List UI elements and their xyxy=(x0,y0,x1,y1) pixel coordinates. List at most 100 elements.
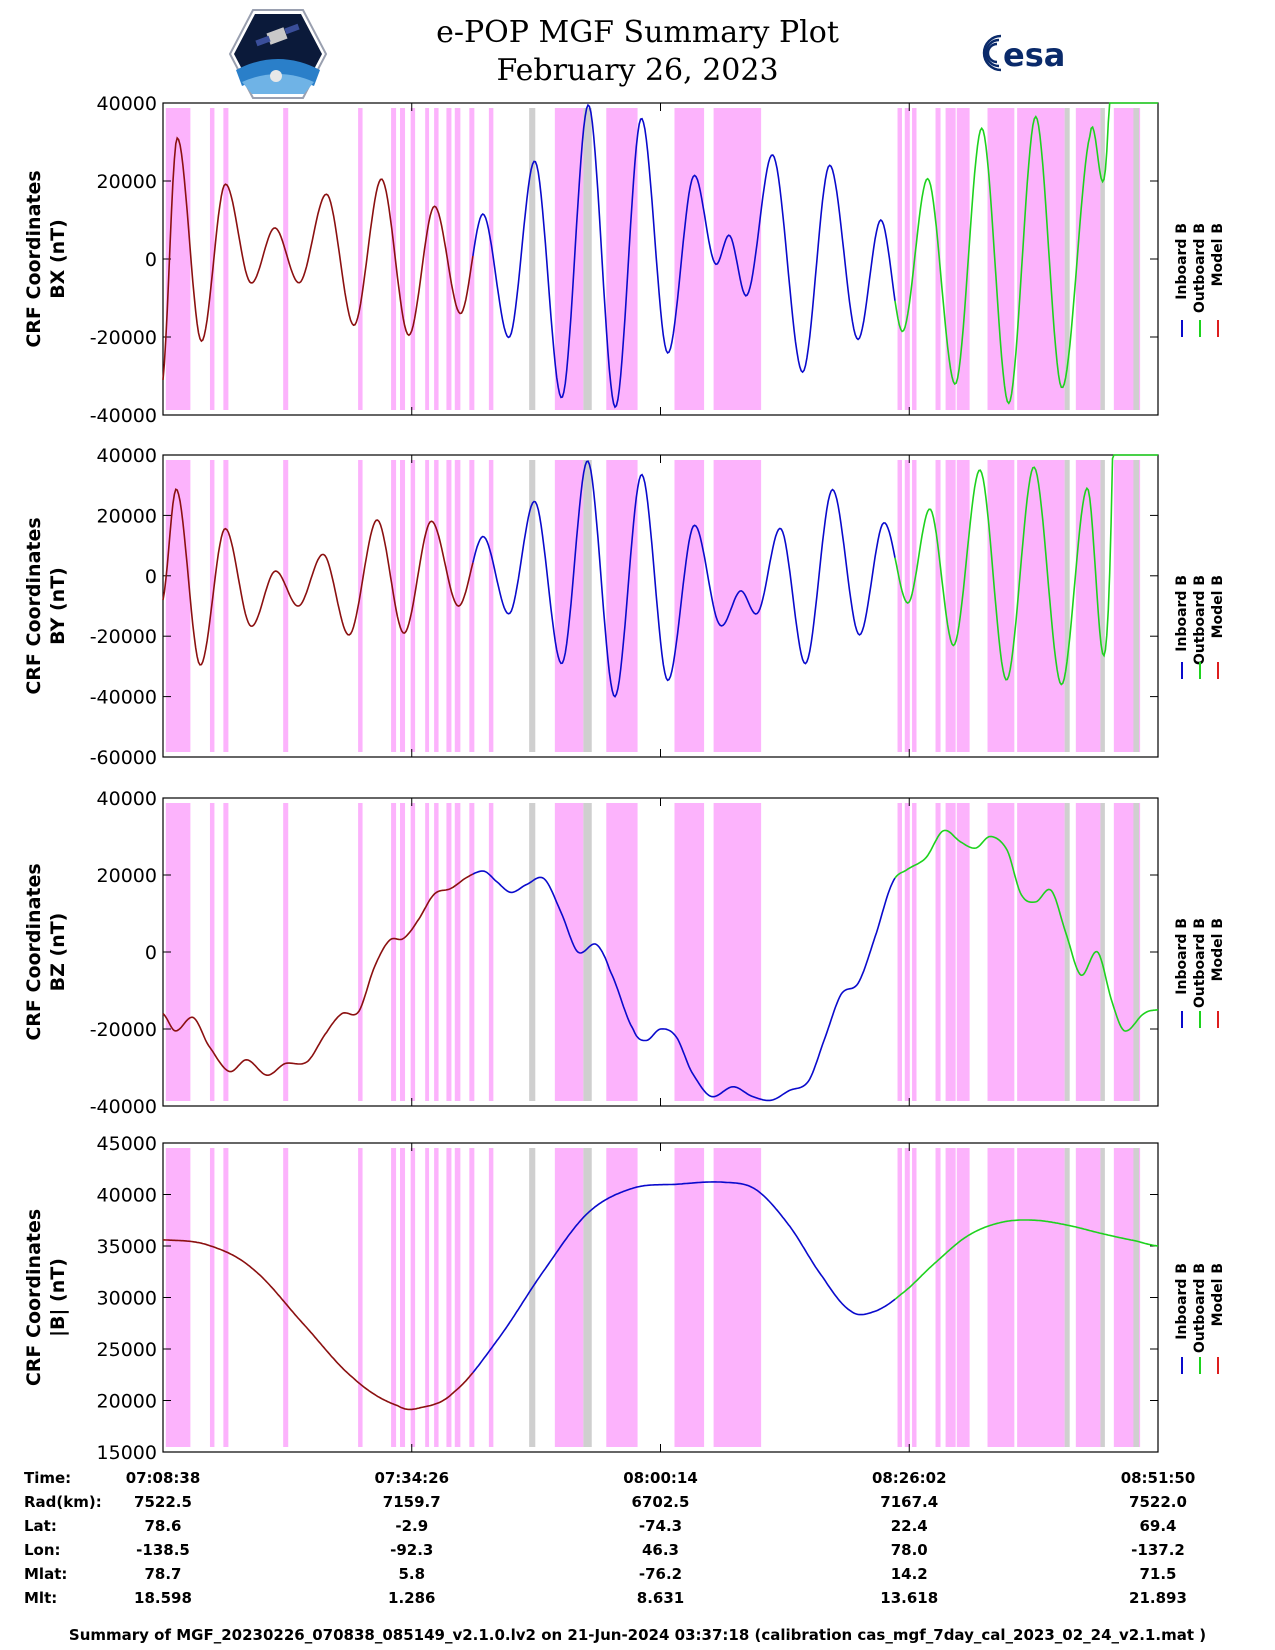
orbit-band-pink xyxy=(945,460,956,752)
series-outboard-b xyxy=(894,829,1159,1032)
series-outboard-b xyxy=(894,102,1158,405)
legend-label: Inboard B xyxy=(1174,575,1190,652)
y-tick-label: 40000 xyxy=(97,788,157,810)
orbit-band-gray xyxy=(1133,460,1139,752)
orbit-band-pink xyxy=(912,803,917,1101)
series-model-b xyxy=(162,873,474,1076)
footer-summary: Summary of MGF_20230226_070838_085149_v2… xyxy=(68,1626,1207,1644)
orbit-band-pink xyxy=(488,108,494,410)
info-row-label: Mlt: xyxy=(24,1589,57,1607)
legend-label: Model B xyxy=(1210,1263,1226,1326)
info-cell: 5.8 xyxy=(398,1565,425,1583)
orbit-band-pink xyxy=(454,108,461,410)
orbit-band-pink xyxy=(674,1148,705,1447)
orbit-band-pink xyxy=(283,1148,289,1447)
orbit-band-pink xyxy=(434,108,439,410)
orbit-band-pink xyxy=(469,460,475,752)
orbit-band-pink xyxy=(956,460,970,752)
y-tick-label: -40000 xyxy=(90,405,157,427)
info-cell: -76.2 xyxy=(639,1565,682,1583)
orbit-band-pink xyxy=(358,108,363,410)
info-cell: 71.5 xyxy=(1139,1565,1176,1583)
orbit-band-pink xyxy=(391,803,397,1101)
orbit-band-pink xyxy=(454,803,461,1101)
info-cell: -74.3 xyxy=(639,1517,682,1535)
orbit-band-gray xyxy=(529,803,536,1101)
legend-label: Outboard B xyxy=(1192,223,1208,313)
orbit-band-pink xyxy=(209,1148,215,1447)
info-cell: -92.3 xyxy=(390,1541,433,1559)
orbit-band-pink xyxy=(391,1148,397,1447)
panel-b: 45000 40000 35000 30000 25000 20000 15000 CRF C… xyxy=(23,1133,1226,1464)
series-outboard-b xyxy=(894,454,1158,686)
info-cell: 07:08:38 xyxy=(126,1469,201,1487)
orbit-band-pink xyxy=(410,803,416,1101)
orbit-band-pink xyxy=(488,460,494,752)
y-tick-label: 40000 xyxy=(97,445,157,467)
orbit-band-pink xyxy=(446,460,452,752)
plot-title: e-POP MGF Summary Plot xyxy=(436,15,839,50)
info-cell: 22.4 xyxy=(891,1517,928,1535)
orbit-band-pink xyxy=(713,460,762,752)
orbit-band-pink xyxy=(209,108,215,410)
orbit-band-pink xyxy=(904,460,910,752)
orbit-band-pink xyxy=(425,803,430,1101)
orbit-band-pink xyxy=(223,1148,229,1447)
panel-by: 40000 20000 0 -20000 -40000 -60000 CRF Coordin… xyxy=(23,445,1226,769)
y-tick-label: -40000 xyxy=(90,687,157,709)
info-cell: 08:26:02 xyxy=(872,1469,947,1487)
orbit-band-pink xyxy=(935,803,941,1101)
orbit-band-pink xyxy=(897,1148,902,1447)
orbit-band-pink xyxy=(713,803,762,1101)
orbit-band-pink xyxy=(935,108,941,410)
orbit-band-pink xyxy=(1075,108,1101,410)
orbit-band-pink xyxy=(945,803,956,1101)
legend-label: Inboard B xyxy=(1174,918,1190,995)
orbit-band-pink xyxy=(1017,1148,1065,1447)
orbit-band-gray xyxy=(529,108,536,410)
orbit-band-pink xyxy=(606,803,638,1101)
y-tick-label: 20000 xyxy=(97,865,157,887)
orbit-band-pink xyxy=(987,108,1015,410)
y-tick-label: 0 xyxy=(145,566,157,588)
orbit-band-gray xyxy=(1064,460,1070,752)
y-tick-label: 40000 xyxy=(97,1185,157,1207)
orbit-band-pink xyxy=(400,460,406,752)
legend: Inboard B Outboard B Model B xyxy=(1174,918,1226,1028)
orbit-band-pink xyxy=(897,460,902,752)
orbit-band-pink xyxy=(425,1148,430,1447)
orbit-band-pink xyxy=(425,108,430,410)
orbit-band-pink xyxy=(674,460,705,752)
orbit-band-pink xyxy=(935,460,941,752)
orbit-band-pink xyxy=(904,108,910,410)
orbit-band-pink xyxy=(165,460,191,752)
orbit-band-pink xyxy=(945,108,956,410)
orbit-band-pink xyxy=(434,1148,439,1447)
orbit-band-gray xyxy=(529,460,536,752)
orbit-band-pink xyxy=(358,460,363,752)
info-cell: 78.7 xyxy=(144,1565,181,1583)
orbit-band-pink xyxy=(446,803,452,1101)
orbit-band-gray xyxy=(583,1148,592,1447)
orbit-band-pink xyxy=(987,460,1015,752)
orbit-band-pink xyxy=(554,108,584,410)
info-cell: 78.6 xyxy=(144,1517,181,1535)
orbit-band-pink xyxy=(956,803,970,1101)
orbit-band-gray xyxy=(1133,1148,1139,1447)
orbit-info-table: Time: Rad(km): Lat: Lon: Mlat: Mlt: 07:08:38 75… xyxy=(24,1469,1195,1607)
info-cell: 08:00:14 xyxy=(623,1469,698,1487)
info-cell: 1.286 xyxy=(388,1589,435,1607)
plot-date: February 26, 2023 xyxy=(496,53,779,88)
info-row-label: Rad(km): xyxy=(24,1493,102,1511)
legend-label: Inboard B xyxy=(1174,1263,1190,1340)
info-row-label: Mlat: xyxy=(24,1565,67,1583)
orbit-band-pink xyxy=(956,1148,970,1447)
info-row-label: Lat: xyxy=(24,1517,57,1535)
orbit-band-pink xyxy=(391,460,397,752)
panel-bx: 40000 20000 0 -20000 -40000 CRF Coordinates BX… xyxy=(23,93,1226,427)
orbit-band-pink xyxy=(935,1148,941,1447)
y-tick-label: 35000 xyxy=(97,1236,157,1258)
info-cell: 07:34:26 xyxy=(374,1469,449,1487)
y-axis-label: CRF Coordinates BY (nT) xyxy=(23,517,69,694)
